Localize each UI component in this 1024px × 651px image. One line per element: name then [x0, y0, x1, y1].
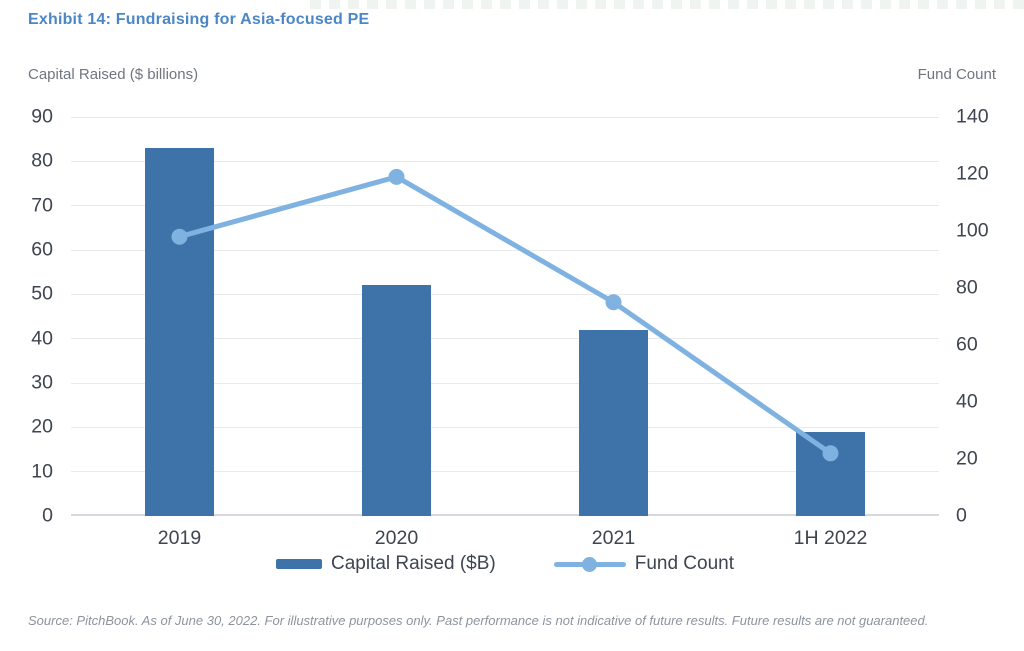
left-axis-tick-label: 20	[31, 415, 53, 438]
x-axis-label-2020: 2020	[374, 527, 419, 549]
x-axis-label-1h-2022: 1H 2022	[793, 527, 868, 549]
gridline	[71, 116, 939, 118]
fund-count-point-2019	[171, 228, 188, 245]
legend-line-dot	[581, 556, 597, 572]
legend-item-fund-count: Fund Count	[553, 553, 735, 575]
gridline	[71, 160, 939, 162]
exhibit-title: Exhibit 14: Fundraising for Asia-focused…	[28, 11, 370, 28]
gridline	[71, 426, 939, 428]
top-edge-artifact	[310, 0, 1024, 9]
left-axis-tick-label: 80	[31, 149, 53, 172]
gridline	[71, 471, 939, 473]
fund-count-line-series	[171, 168, 839, 462]
fund-count-point-1h-2022	[822, 445, 839, 462]
right-axis-tick-label: 20	[956, 447, 978, 470]
left-axis-title: Capital Raised ($ billions)	[28, 66, 199, 83]
gridline	[71, 249, 939, 251]
left-axis-tick-label: 50	[31, 282, 53, 305]
x-axis-labels: 2019 2020 2021 1H 2022	[71, 527, 939, 550]
line-dot-marker-icon	[553, 556, 626, 572]
fund-count-point-2020	[388, 168, 405, 185]
right-axis-tick-label: 60	[956, 333, 978, 356]
bar-2020	[362, 285, 431, 516]
fund-count-point-2021	[605, 294, 622, 311]
chart-legend: Capital Raised ($B) Fund Count	[71, 553, 939, 575]
x-axis-label-2019: 2019	[157, 527, 202, 549]
fund-count-line	[177, 174, 833, 456]
legend-label-fund-count: Fund Count	[634, 553, 735, 574]
legend-label-capital-raised: Capital Raised ($B)	[330, 553, 496, 574]
left-axis-tick-label: 70	[31, 193, 53, 216]
left-axis-tick-label: 60	[31, 238, 53, 261]
plot-area	[71, 116, 939, 516]
left-axis-tick-label: 40	[31, 326, 53, 349]
left-axis-tick-labels: 0 10 20 30 40 50 60 70 80 90	[0, 107, 53, 525]
bar-2021	[579, 329, 648, 516]
right-axis-tick-label: 100	[956, 219, 989, 242]
bar-swatch-icon	[275, 559, 322, 569]
left-axis-tick-label: 30	[31, 371, 53, 394]
right-axis-tick-label: 40	[956, 390, 978, 413]
right-axis-tick-label: 80	[956, 276, 978, 299]
left-axis-tick-label: 90	[31, 105, 53, 128]
left-axis-tick-label: 10	[31, 459, 53, 482]
right-axis-tick-label: 120	[956, 162, 989, 185]
source-note: Source: PitchBook. As of June 30, 2022. …	[28, 613, 929, 628]
right-axis-title: Fund Count	[917, 66, 996, 83]
left-axis-tick-label: 0	[42, 504, 53, 527]
bar-2019	[145, 148, 214, 516]
legend-item-capital-raised: Capital Raised ($B)	[275, 553, 496, 575]
right-axis-tick-label: 140	[956, 105, 989, 128]
right-axis-tick-labels: 0 20 40 60 80 100 120 140	[956, 107, 1016, 525]
x-axis-baseline	[71, 514, 939, 516]
x-axis-label-2021: 2021	[591, 527, 636, 549]
gridline	[71, 382, 939, 384]
gridline	[71, 293, 939, 295]
gridline	[71, 205, 939, 207]
gridline	[71, 338, 939, 340]
right-axis-tick-label: 0	[956, 504, 967, 527]
